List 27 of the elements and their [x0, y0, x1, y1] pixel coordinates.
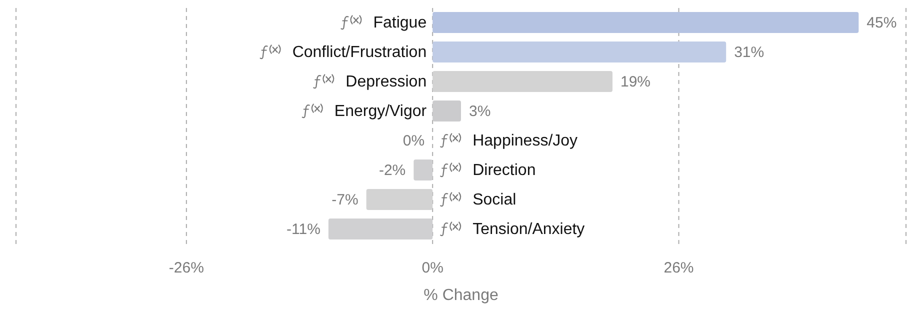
data-label: 45%	[866, 14, 897, 32]
x-axis-title: % Change	[424, 287, 498, 304]
x-tick-label: 26%	[664, 260, 694, 277]
data-label: 0%	[402, 132, 425, 150]
y-tick-label: Tension/Anxiety	[472, 220, 585, 238]
y-tick-label: Social	[472, 191, 516, 208]
y-tick-label: Fatigue	[373, 14, 427, 32]
data-label: -11%	[286, 220, 320, 238]
y-tick-label: Depression	[346, 73, 427, 90]
bar	[432, 71, 612, 92]
y-tick-label: Energy/Vigor	[334, 102, 428, 120]
y-tick-label: Direction	[472, 162, 536, 179]
data-label: 31%	[734, 44, 764, 61]
y-tick-label: Conflict/Frustration	[292, 44, 427, 61]
data-label: 3%	[469, 102, 491, 120]
bar	[328, 218, 433, 240]
y-tick-label: Happiness/Joy	[472, 132, 578, 150]
data-label: 19%	[620, 73, 651, 90]
bar	[432, 100, 461, 122]
bar	[432, 42, 726, 62]
data-label: -7%	[332, 191, 358, 208]
bar	[432, 12, 859, 33]
x-tick-label: -26%	[168, 260, 204, 277]
bar	[366, 189, 433, 210]
bar	[414, 160, 433, 180]
x-tick-label: 0%	[422, 260, 444, 277]
data-label: -2%	[378, 162, 406, 179]
